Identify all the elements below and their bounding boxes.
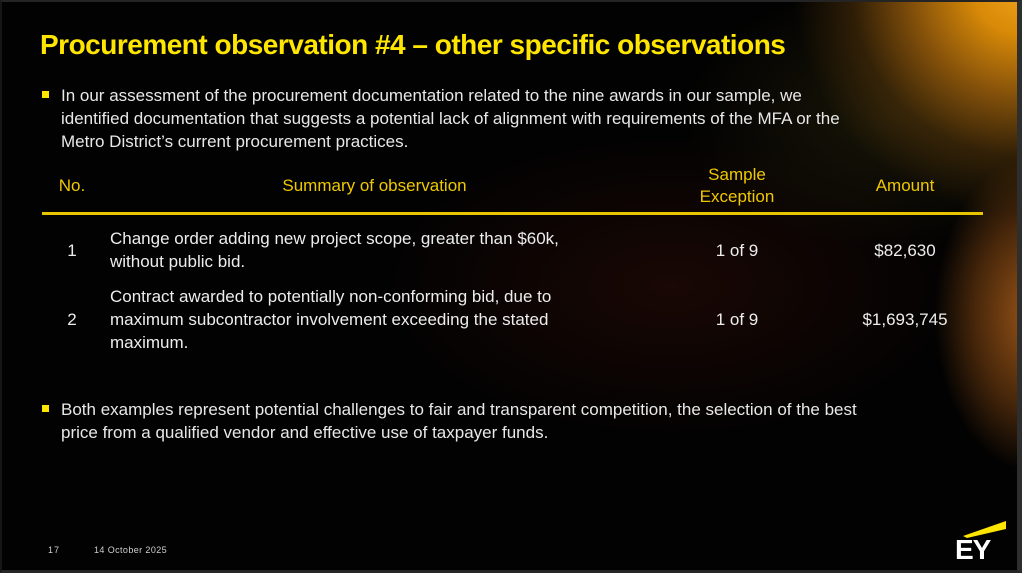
- cell-summary: Change order adding new project scope, g…: [110, 229, 559, 271]
- cell-no: 2: [67, 310, 77, 329]
- slide-title: Procurement observation #4 – other speci…: [40, 29, 786, 60]
- bullet-square-icon: [42, 405, 49, 412]
- column-header-summary: Summary of observation: [282, 176, 467, 195]
- cell-no: 1: [67, 240, 77, 260]
- column-header-amount: Amount: [875, 176, 935, 195]
- ey-logo-text: EY: [956, 534, 992, 560]
- cell-amount: $82,630: [874, 240, 936, 260]
- ey-logo: EY: [956, 521, 1006, 560]
- cell-sample-exception: 1 of 9: [715, 240, 759, 260]
- footer-date: 14 October 2025: [94, 545, 168, 555]
- bullet-item-intro: In our assessment of the procurement doc…: [42, 84, 982, 153]
- cell-summary: Contract awarded to potentially non-conf…: [110, 287, 552, 352]
- bullet-item-conclusion: Both examples represent potential challe…: [42, 398, 987, 444]
- table-row: 2 Contract awarded to potentially non-co…: [42, 285, 983, 354]
- cell-amount: $1,693,745: [862, 310, 948, 329]
- bullet-text: Both examples represent potential challe…: [61, 400, 857, 442]
- table-row: 1 Change order adding new project scope,…: [42, 227, 983, 273]
- page-number: 17: [48, 545, 61, 555]
- observations-table: No. Summary of observation Sample Except…: [42, 160, 983, 354]
- column-header-no: No.: [58, 176, 86, 195]
- bullet-square-icon: [42, 91, 49, 98]
- bullet-text: In our assessment of the procurement doc…: [61, 86, 840, 151]
- column-header-sample-exception: Sample Exception: [699, 165, 775, 206]
- table-header-row: No. Summary of observation Sample Except…: [42, 160, 983, 215]
- ey-logo-beam-icon: [963, 521, 1006, 538]
- cell-sample-exception: 1 of 9: [715, 310, 759, 329]
